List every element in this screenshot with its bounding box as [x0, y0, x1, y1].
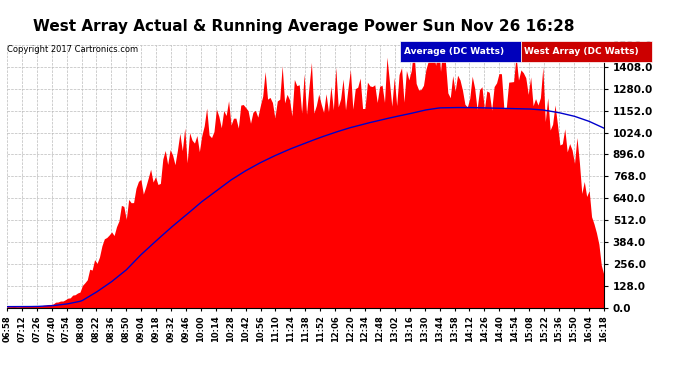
Text: Copyright 2017 Cartronics.com: Copyright 2017 Cartronics.com: [7, 45, 138, 54]
Text: Average (DC Watts): Average (DC Watts): [404, 47, 504, 56]
Text: West Array (DC Watts): West Array (DC Watts): [524, 47, 639, 56]
Text: West Array Actual & Running Average Power Sun Nov 26 16:28: West Array Actual & Running Average Powe…: [33, 19, 574, 34]
